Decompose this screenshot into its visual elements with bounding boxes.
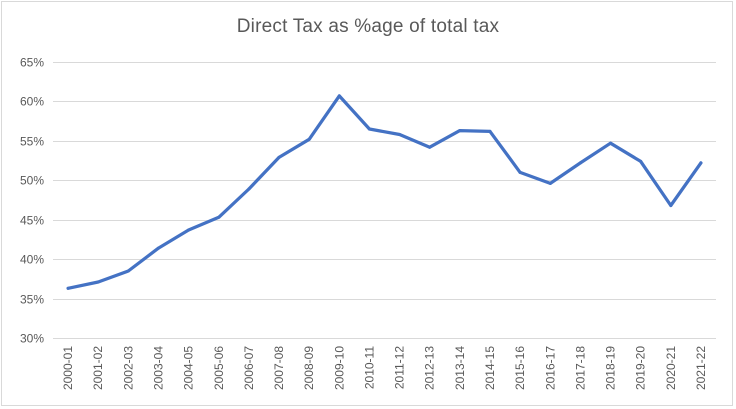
data-point (518, 170, 522, 174)
data-point (398, 133, 402, 136)
data-point (66, 286, 70, 290)
data-point (609, 141, 612, 145)
data-point (699, 161, 703, 165)
y-tick-label: 65% (20, 56, 44, 70)
y-tick-label: 30% (20, 332, 44, 346)
data-point (126, 269, 130, 273)
data-point (217, 215, 221, 219)
data-point (187, 228, 191, 232)
y-tick-label: 60% (20, 95, 44, 109)
x-tick-label: 2007-08 (272, 346, 286, 390)
y-tick-label: 35% (20, 293, 44, 307)
y-tick-label: 40% (20, 253, 44, 267)
x-tick-label: 2015-16 (513, 346, 527, 390)
data-point (458, 129, 462, 133)
data-point (367, 127, 371, 131)
x-tick-label: 2002-03 (121, 346, 135, 390)
x-tick-label: 2011-12 (393, 346, 407, 389)
y-tick-label: 55% (20, 135, 44, 149)
x-tick-label: 2004-05 (182, 346, 196, 390)
data-point (428, 145, 432, 149)
y-tick-label: 45% (20, 214, 44, 228)
x-tick-label: 2008-09 (302, 346, 316, 390)
x-tick-label: 2003-04 (151, 346, 165, 390)
data-point (639, 159, 643, 163)
x-tick-label: 2000-01 (61, 346, 75, 390)
x-tick-label: 2013-14 (453, 346, 467, 390)
data-point (548, 181, 552, 185)
y-axis-tick-labels: 30% 35% 40% 45% 50% 55% 60% 65% (20, 56, 44, 346)
gridlines (53, 62, 716, 339)
data-point (96, 280, 100, 284)
x-tick-label: 2006-07 (242, 346, 256, 390)
chart-title: Direct Tax as %age of total tax (236, 16, 500, 37)
x-tick-label: 2016-17 (543, 346, 557, 390)
series-line (66, 94, 703, 290)
x-tick-label: 2010-11 (362, 346, 376, 389)
x-tick-label: 2019-20 (634, 346, 648, 390)
x-tick-label: 2001-02 (91, 346, 105, 390)
data-point (337, 94, 341, 98)
x-tick-label: 2021-22 (694, 346, 708, 390)
data-point (669, 204, 673, 207)
x-tick-label: 2005-06 (212, 346, 226, 390)
y-tick-label: 50% (20, 174, 44, 188)
x-tick-label: 2014-15 (483, 346, 497, 390)
x-tick-label: 2009-10 (332, 346, 346, 390)
data-point (578, 161, 582, 165)
x-axis-tick-labels: 2000-01 2001-02 2002-03 2003-04 2004-05 2005-… (61, 346, 708, 390)
x-tick-label: 2020-21 (664, 346, 678, 390)
data-point (247, 187, 251, 191)
x-tick-label: 2018-19 (604, 346, 618, 390)
data-point (157, 246, 160, 250)
data-point (488, 129, 492, 133)
x-tick-label: 2012-13 (423, 346, 437, 390)
series-layer (66, 94, 703, 290)
data-point (307, 137, 311, 141)
data-point (277, 155, 281, 159)
x-tick-label: 2017-18 (573, 346, 587, 390)
